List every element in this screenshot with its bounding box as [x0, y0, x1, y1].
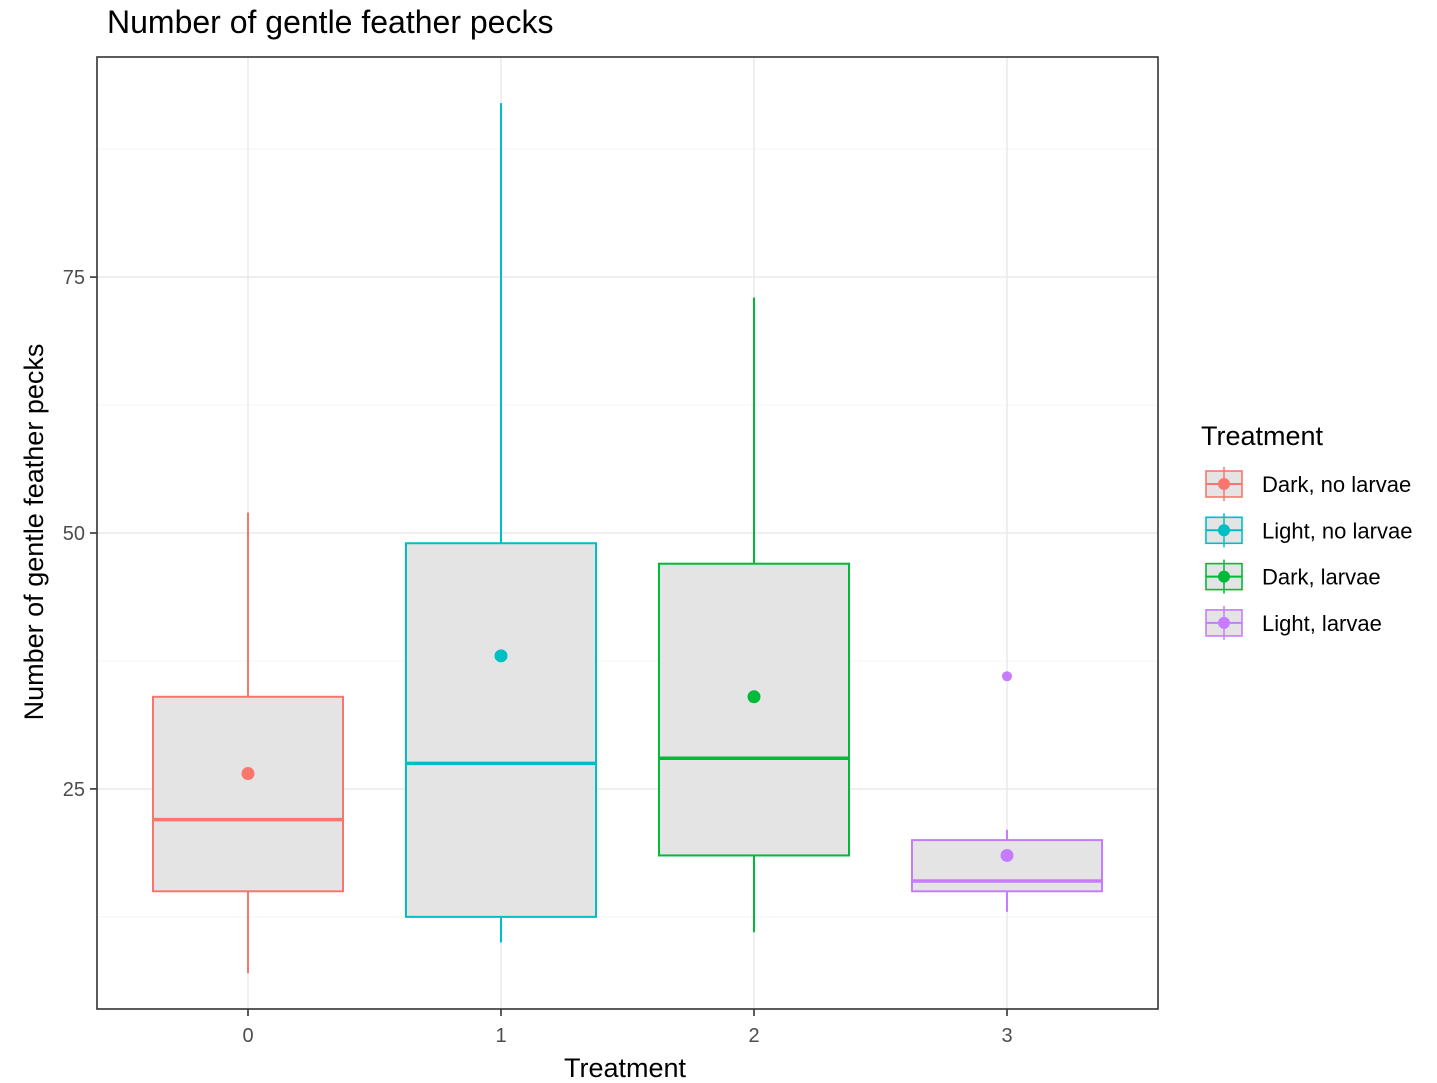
box-iqr-3 [911, 839, 1103, 893]
legend-entry-3: Light, larvae [1205, 605, 1382, 640]
mean-point-3 [1000, 848, 1014, 862]
y-axis-title: Number of gentle feather pecks [19, 344, 49, 721]
legend-key-point-1 [1218, 524, 1230, 537]
x-axis-ticks: 0 1 2 3 [242, 1009, 1013, 1047]
x-tick-label-3: 3 [1001, 1025, 1012, 1047]
box-2 [658, 297, 850, 933]
x-tick-label-0: 0 [242, 1025, 253, 1047]
mean-point-1 [494, 649, 508, 663]
y-axis-ticks: 25 50 75 [63, 267, 97, 801]
legend-key-point-3 [1218, 616, 1230, 629]
legend-entry-0: Dark, no larvae [1205, 467, 1411, 501]
legend-label-0: Dark, no larvae [1262, 472, 1411, 497]
legend-key-point-0 [1218, 478, 1230, 490]
box-0 [152, 512, 344, 974]
legend-title: Treatment [1201, 421, 1324, 451]
y-tick-label-1: 50 [63, 523, 85, 545]
x-tick-label-1: 1 [495, 1025, 506, 1047]
mean-point-2 [747, 690, 761, 704]
y-tick-label-0: 25 [63, 779, 85, 801]
box-3 [911, 671, 1103, 912]
x-axis-title: Treatment [564, 1053, 687, 1083]
outlier-point-3-0 [1002, 671, 1012, 682]
box-1 [405, 103, 597, 943]
legend-label-1: Light, no larvae [1262, 518, 1412, 543]
legend-key-point-2 [1218, 570, 1230, 583]
legend-label-3: Light, larvae [1262, 611, 1382, 636]
box-iqr-2 [658, 562, 850, 857]
chart-title: Number of gentle feather pecks [107, 4, 553, 40]
legend: Treatment Dark, no larvae Light, no larva… [1201, 421, 1412, 640]
mean-point-0 [241, 767, 255, 781]
legend-entry-1: Light, no larvae [1205, 513, 1412, 548]
box-iqr-0 [152, 695, 344, 893]
box-iqr-1 [405, 542, 597, 918]
legend-entry-2: Dark, larvae [1205, 559, 1381, 594]
box-series [152, 103, 1103, 974]
x-tick-label-2: 2 [748, 1025, 759, 1047]
y-tick-label-2: 75 [63, 267, 85, 289]
legend-label-2: Dark, larvae [1262, 565, 1381, 590]
